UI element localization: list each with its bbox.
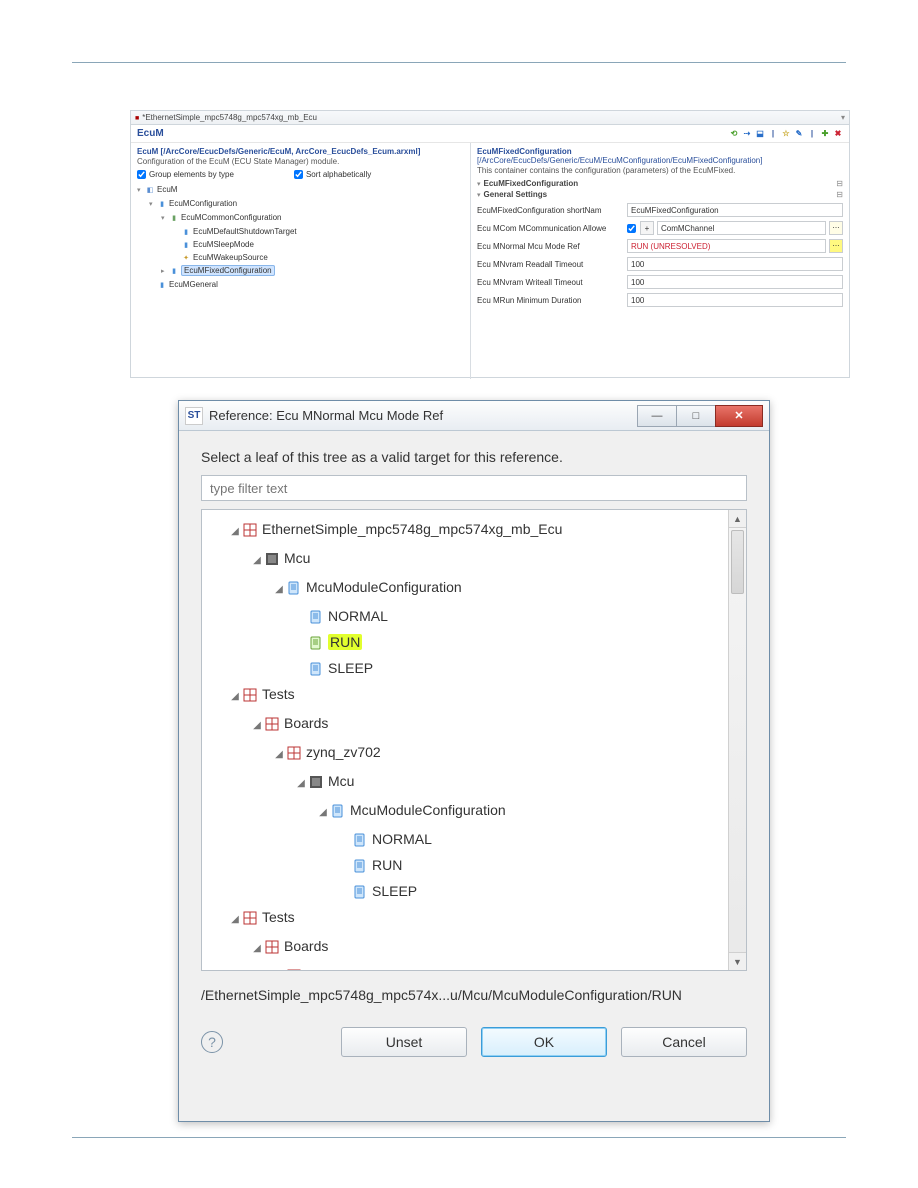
tree-boards2[interactable]: ◢Boards [206,933,742,962]
row-writeall: Ecu MNvram Writeall Timeout 100 [477,275,843,289]
tree-general[interactable]: EcuMGeneral [169,280,218,289]
tab-extra-icon[interactable]: ▾ [841,113,845,122]
add-icon[interactable]: ✚ [820,129,830,139]
reference-dialog: ST Reference: Ecu MNormal Mcu Mode Ref —… [178,400,770,1122]
tree-wakeup[interactable]: EcuMWakeupSource [193,253,268,262]
tree-mcu1[interactable]: ◢Mcu [206,545,742,574]
tree-default-shutdown[interactable]: EcuMDefaultShutdownTarget [193,227,297,236]
right-path[interactable]: [/ArcCore/EcucDefs/Generic/EcuM/EcuMConf… [477,156,843,165]
tree-common[interactable]: EcuMCommonConfiguration [181,213,282,222]
unset-button[interactable]: Unset [341,1027,467,1057]
tab-label: *EthernetSimple_mpc5748g_mpc574xg_mb_Ecu [135,113,317,122]
group-checkbox[interactable]: Group elements by type [137,170,234,179]
tree-boards1[interactable]: ◢Boards [206,710,742,739]
editor-title: EcuM [137,128,164,139]
edit-icon[interactable]: ✎ [794,129,804,139]
editor-toolbar: ⟲ ⇢ ⬓ | ☆ ✎ | ✚ ✖ [729,129,843,139]
sort-checkbox[interactable]: Sort alphabetically [294,170,371,179]
star-icon[interactable]: ☆ [781,129,791,139]
close-button[interactable]: ✕ [715,405,763,427]
tree-sleep2[interactable]: SLEEP [206,878,742,904]
minrun-field[interactable]: 100 [627,293,843,307]
tree-run-selected[interactable]: RUN [206,629,742,655]
dialog-instruction: Select a leaf of this tree as a valid ta… [201,449,747,465]
reference-tree[interactable]: ◢EthernetSimple_mpc5748g_mpc574xg_mb_Ecu… [202,510,746,971]
comm-add-button[interactable]: + [640,221,654,235]
right-heading[interactable]: EcuMFixedConfiguration [477,147,843,156]
layout-icon[interactable]: ⬓ [755,129,765,139]
readall-field[interactable]: 100 [627,257,843,271]
filter-input[interactable] [201,475,747,501]
shortname-field[interactable]: EcuMFixedConfiguration [627,203,843,217]
cancel-button[interactable]: Cancel [621,1027,747,1057]
app-icon: ST [185,407,203,425]
right-desc: This container contains the configuratio… [477,166,843,175]
nav-icon[interactable]: ⇢ [742,129,752,139]
tree-mcucfg1[interactable]: ◢McuModuleConfiguration [206,574,742,603]
row-readall: Ecu MNvram Readall Timeout 100 [477,257,843,271]
comm-field[interactable]: ComMChannel [657,221,826,235]
dialog-titlebar[interactable]: ST Reference: Ecu MNormal Mcu Mode Ref —… [179,401,769,431]
tree-ecum[interactable]: EcuM [157,185,177,194]
tree-tests1[interactable]: ◢Tests [206,681,742,710]
left-sub: Configuration of the EcuM (ECU State Man… [137,157,464,166]
row-comm: Ecu MCom MCommunication Allowe + ComMCha… [477,221,843,235]
tree-root1[interactable]: ◢EthernetSimple_mpc5748g_mpc574xg_mb_Ecu [206,516,742,545]
row-normal: Ecu MNormal Mcu Mode Ref RUN (UNRESOLVED… [477,239,843,253]
scroll-up-icon[interactable]: ▲ [729,510,746,528]
scroll-thumb[interactable] [731,530,744,594]
left-tree[interactable]: ▾◧EcuM ▾▮EcuMConfiguration ▾▮EcuMCommonC… [137,183,464,291]
remove-icon[interactable]: ✖ [833,129,843,139]
selected-path: /EthernetSimple_mpc5748g_mpc574x...u/Mcu… [201,987,747,1003]
tree-run2[interactable]: RUN [206,852,742,878]
tree-board-mpc[interactable]: ◢board_mpc5516it [206,962,742,971]
tree-sleep1[interactable]: SLEEP [206,655,742,681]
minimize-button[interactable]: — [637,405,677,427]
dialog-title: Reference: Ecu MNormal Mcu Mode Ref [209,408,443,423]
help-icon[interactable]: ? [201,1031,223,1053]
section-general[interactable]: ▾General Settings⊟ [477,190,843,199]
comm-checkbox[interactable] [627,224,636,233]
writeall-field[interactable]: 100 [627,275,843,289]
normal-browse-button[interactable]: ⋯ [829,239,843,253]
row-minrun: Ecu MRun Minimum Duration 100 [477,293,843,307]
left-pane: EcuM [/ArcCore/EcucDefs/Generic/EcuM, Ar… [131,143,471,379]
scroll-down-icon[interactable]: ▼ [729,952,746,970]
tree-normal1[interactable]: NORMAL [206,603,742,629]
section-fixedcfg[interactable]: ▾EcuMFixedConfiguration⊟ [477,179,843,188]
maximize-button[interactable]: □ [676,405,716,427]
normal-field[interactable]: RUN (UNRESOLVED) [627,239,826,253]
right-pane: EcuMFixedConfiguration [/ArcCore/EcucDef… [471,143,849,379]
editor-title-bar: EcuM ⟲ ⇢ ⬓ | ☆ ✎ | ✚ ✖ [131,125,849,143]
tree-mcu2[interactable]: ◢Mcu [206,768,742,797]
tree-config[interactable]: EcuMConfiguration [169,199,237,208]
tree-sleep-mode[interactable]: EcuMSleepMode [193,240,254,249]
editor-tab[interactable]: *EthernetSimple_mpc5748g_mpc574xg_mb_Ecu… [131,111,849,125]
tree-mcucfg2[interactable]: ◢McuModuleConfiguration [206,797,742,826]
left-heading[interactable]: EcuM [/ArcCore/EcucDefs/Generic/EcuM, Ar… [137,147,464,156]
sep-icon: | [768,129,778,139]
comm-browse-button[interactable]: ⋯ [829,221,843,235]
tree-normal2[interactable]: NORMAL [206,826,742,852]
tree-tests2[interactable]: ◢Tests [206,904,742,933]
tree-zynq[interactable]: ◢zynq_zv702 [206,739,742,768]
editor-panel: *EthernetSimple_mpc5748g_mpc574xg_mb_Ecu… [130,110,850,378]
tree-box: ◢EthernetSimple_mpc5748g_mpc574xg_mb_Ecu… [201,509,747,971]
ok-button[interactable]: OK [481,1027,607,1057]
row-shortname: EcuMFixedConfiguration shortNam EcuMFixe… [477,203,843,217]
refresh-icon[interactable]: ⟲ [729,129,739,139]
tree-scrollbar[interactable]: ▲ ▼ [728,510,746,970]
tree-fixed-selected[interactable]: EcuMFixedConfiguration [181,265,275,276]
sep2-icon: | [807,129,817,139]
